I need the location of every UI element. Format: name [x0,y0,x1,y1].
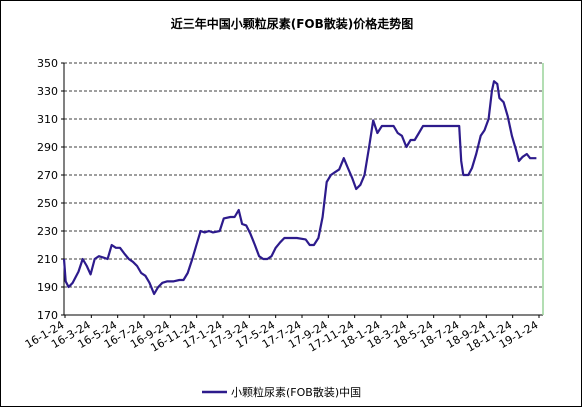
y-tick-label: 310 [37,113,58,126]
y-tick-label: 350 [37,57,58,70]
legend: 小颗粒尿素(FOB散装)中国 [202,385,361,399]
y-tick-label: 190 [37,281,58,294]
y-tick-label: 270 [37,169,58,182]
chart-title: 近三年中国小颗粒尿素(FOB散装)价格走势图 [171,16,414,31]
legend-label: 小颗粒尿素(FOB散装)中国 [231,385,361,399]
y-tick-labels: 170 190 210 230 250 270 290 310 330 350 [37,57,64,322]
plot-area [64,63,543,315]
y-tick-label: 290 [37,141,58,154]
x-tick-labels: 16-1-2416-3-2416-5-2416-7-2416-9-2416-11… [23,315,541,355]
series-lines [62,80,537,296]
y-tick-label: 210 [37,253,58,266]
y-tick-label: 230 [37,225,58,238]
series-line [62,80,537,296]
y-tick-label: 170 [37,309,58,322]
y-tick-label: 250 [37,197,58,210]
y-tick-label: 330 [37,85,58,98]
